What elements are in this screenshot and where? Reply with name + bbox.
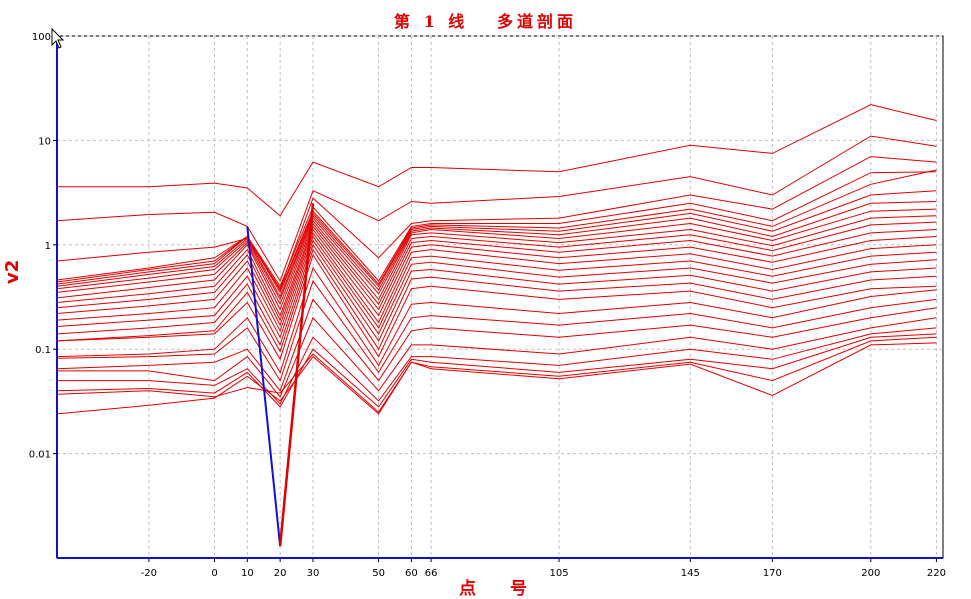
x-tick-label: 0: [211, 568, 217, 579]
series-line-16: [56, 243, 937, 347]
series-line-5: [56, 169, 937, 291]
series-line-22: [57, 316, 937, 398]
series-line-23: [57, 327, 937, 405]
series-line-3: [56, 156, 937, 290]
tick-labels: -20 0 10 20 30 50 60 66 105 145 170 200 220 0.01 0.1 1 1…: [29, 32, 946, 579]
y-tick-label: 10: [38, 136, 51, 147]
series-line-18: [56, 253, 937, 361]
series-line-12: [56, 228, 937, 322]
x-tick-label: 220: [927, 568, 946, 579]
x-tick-label: 66: [425, 568, 438, 579]
x-tick-label: 170: [763, 568, 782, 579]
x-tick-label: 50: [372, 568, 385, 579]
mouse-cursor-icon: [51, 27, 65, 49]
x-tick-label: 10: [241, 568, 254, 579]
x-axis-label: 点 号: [459, 579, 541, 599]
x-tick-label: 105: [550, 568, 569, 579]
series-line-8: [56, 208, 937, 301]
y-tick-label: 0.1: [35, 345, 51, 356]
x-tick-label: 60: [405, 568, 418, 579]
x-tick-label: 200: [861, 568, 880, 579]
series-line-21: [56, 298, 937, 392]
series-line-1: [57, 104, 937, 217]
series-line-7: [56, 201, 937, 298]
series-line-4: [56, 171, 937, 288]
series-line-20: [56, 279, 937, 382]
series-line-17: [56, 248, 937, 353]
series-line-19: [56, 266, 937, 374]
series-line-11: [56, 225, 937, 317]
series-line-2: [56, 135, 937, 283]
x-tick-label: 30: [307, 568, 320, 579]
series-line-13: [56, 231, 937, 327]
series-line-26: [56, 342, 937, 415]
chart-title: 第 1 线 多道剖面: [394, 12, 577, 31]
x-tick-label: 145: [681, 568, 700, 579]
grid: [57, 35, 943, 558]
y-tick-label: 1: [45, 241, 51, 252]
x-tick-label: -20: [141, 568, 157, 579]
y-tick-label: 0.01: [29, 450, 51, 461]
series-line-15: [56, 239, 937, 339]
y-tick-label: 100: [32, 32, 51, 43]
highlight-segment-up: [278, 203, 315, 547]
plot-area-border: [56, 35, 944, 559]
highlight-segment-down: [246, 226, 282, 547]
series-line-9: [56, 215, 937, 306]
series-line-14: [56, 235, 937, 333]
series-line-6: [56, 190, 937, 294]
series-line-10: [56, 221, 937, 311]
series-line-24: [56, 333, 937, 408]
x-tick-label: 20: [274, 568, 287, 579]
highlight-segment: [246, 203, 315, 547]
series-lines: [56, 104, 937, 415]
